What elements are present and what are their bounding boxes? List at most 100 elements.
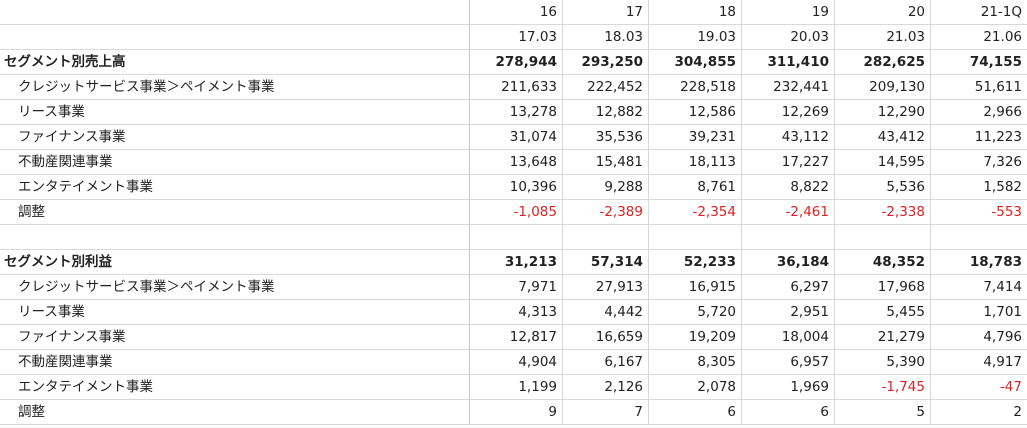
profit-value-cell[interactable]: 4,904 xyxy=(471,350,563,374)
sales-value-cell[interactable]: 10,396 xyxy=(471,175,563,199)
sales-value-cell[interactable]: 8,822 xyxy=(742,175,835,199)
sales-value-cell[interactable]: 12,586 xyxy=(649,100,742,124)
sales-value-cell[interactable]: 43,112 xyxy=(742,125,835,149)
profit-total-cell[interactable]: 31,213 xyxy=(471,250,563,274)
sales-value-cell[interactable]: 12,269 xyxy=(742,100,835,124)
profit-value-cell[interactable]: 4,313 xyxy=(471,300,563,324)
sales-segment-label[interactable]: ファイナンス事業 xyxy=(0,125,470,149)
header-period-cell[interactable]: 20.03 xyxy=(742,25,835,49)
profit-segment-label[interactable]: 調整 xyxy=(0,400,470,424)
sales-value-cell[interactable]: 39,231 xyxy=(649,125,742,149)
profit-value-cell[interactable]: 16,915 xyxy=(649,275,742,299)
profit-value-cell[interactable]: 17,968 xyxy=(835,275,931,299)
sales-value-cell[interactable]: 1,582 xyxy=(983,179,1022,195)
profit-value-cell[interactable]: 7 xyxy=(563,400,649,424)
profit-value-cell[interactable]: 6 xyxy=(649,400,742,424)
header-year-cell[interactable]: 20 xyxy=(835,0,931,24)
sales-value-cell[interactable]: 7,326 xyxy=(983,154,1022,170)
sales-value-cell[interactable]: -2,461 xyxy=(742,200,835,224)
profit-total-cell[interactable]: 36,184 xyxy=(742,250,835,274)
profit-value-cell[interactable]: -47 xyxy=(999,379,1022,395)
profit-value-cell[interactable]: 9 xyxy=(471,400,563,424)
profit-value-cell[interactable]: 5 xyxy=(835,400,931,424)
sales-value-cell[interactable]: 228,518 xyxy=(649,75,742,99)
header-period-cell[interactable]: 19.03 xyxy=(649,25,742,49)
profit-value-cell[interactable]: 16,659 xyxy=(563,325,649,349)
profit-value-cell[interactable]: 2,951 xyxy=(742,300,835,324)
profit-value-cell[interactable]: 2,126 xyxy=(563,375,649,399)
profit-segment-label[interactable]: エンタテイメント事業 xyxy=(0,375,470,399)
sales-value-cell[interactable]: 51,611 xyxy=(974,79,1022,95)
empty-cell[interactable] xyxy=(649,225,742,249)
sales-value-cell[interactable]: 13,278 xyxy=(471,100,563,124)
sales-value-cell[interactable]: 15,481 xyxy=(563,150,649,174)
profit-total-cell[interactable]: 18,783 xyxy=(969,254,1022,270)
sales-value-cell[interactable]: 31,074 xyxy=(471,125,563,149)
header-year-cell[interactable]: 18 xyxy=(649,0,742,24)
sales-value-cell[interactable]: -1,085 xyxy=(471,200,563,224)
empty-cell[interactable] xyxy=(471,225,563,249)
sales-value-cell[interactable]: 8,761 xyxy=(649,175,742,199)
profit-value-cell[interactable]: 7,971 xyxy=(471,275,563,299)
sales-value-cell[interactable]: 43,412 xyxy=(835,125,931,149)
sales-title[interactable]: セグメント別売上高 xyxy=(0,50,470,74)
sales-segment-label[interactable]: 不動産関連事業 xyxy=(0,150,470,174)
profit-value-cell[interactable]: 1,701 xyxy=(983,304,1022,320)
profit-segment-label[interactable]: リース事業 xyxy=(0,300,470,324)
profit-value-cell[interactable]: 4,917 xyxy=(983,354,1022,370)
header-year-cell[interactable]: 19 xyxy=(742,0,835,24)
sales-value-cell[interactable]: 11,223 xyxy=(974,129,1022,145)
sales-value-cell[interactable]: 9,288 xyxy=(563,175,649,199)
empty-cell[interactable] xyxy=(563,225,649,249)
sales-total-cell[interactable]: 282,625 xyxy=(835,50,931,74)
profit-value-cell[interactable]: 5,455 xyxy=(835,300,931,324)
empty-cell[interactable] xyxy=(931,225,1027,249)
profit-value-cell[interactable]: 27,913 xyxy=(563,275,649,299)
sales-value-cell[interactable]: -2,354 xyxy=(649,200,742,224)
profit-total-cell[interactable]: 48,352 xyxy=(835,250,931,274)
sales-value-cell[interactable]: 35,536 xyxy=(563,125,649,149)
profit-value-cell[interactable]: 6,297 xyxy=(742,275,835,299)
profit-value-cell[interactable]: 18,004 xyxy=(742,325,835,349)
empty-cell[interactable] xyxy=(742,225,835,249)
header-year-cell[interactable]: 17 xyxy=(563,0,649,24)
sales-value-cell[interactable]: -2,338 xyxy=(835,200,931,224)
sales-value-cell[interactable]: -553 xyxy=(991,204,1022,220)
profit-value-cell[interactable]: 7,414 xyxy=(983,279,1022,295)
empty-cell[interactable] xyxy=(835,225,931,249)
sales-value-cell[interactable]: 13,648 xyxy=(471,150,563,174)
header-period-cell[interactable]: 21.03 xyxy=(835,25,931,49)
profit-value-cell[interactable]: 2 xyxy=(1013,404,1022,420)
header-period-cell[interactable]: 21.06 xyxy=(983,29,1022,45)
empty-cell[interactable] xyxy=(0,225,470,249)
sales-value-cell[interactable]: 222,452 xyxy=(563,75,649,99)
header-label-cell[interactable] xyxy=(0,0,470,24)
profit-value-cell[interactable]: 12,817 xyxy=(471,325,563,349)
profit-value-cell[interactable]: 21,279 xyxy=(835,325,931,349)
sales-value-cell[interactable]: 14,595 xyxy=(835,150,931,174)
sales-value-cell[interactable]: 2,966 xyxy=(983,104,1022,120)
sales-value-cell[interactable]: -2,389 xyxy=(563,200,649,224)
header-year-cell[interactable]: 16 xyxy=(471,0,563,24)
sales-total-cell[interactable]: 278,944 xyxy=(471,50,563,74)
profit-value-cell[interactable]: 6 xyxy=(742,400,835,424)
sales-total-cell[interactable]: 311,410 xyxy=(742,50,835,74)
sales-segment-label[interactable]: クレジットサービス事業＞ペイメント事業 xyxy=(0,75,470,99)
sales-value-cell[interactable]: 5,536 xyxy=(835,175,931,199)
header-year-cell[interactable]: 21-1Q xyxy=(980,4,1022,20)
sales-value-cell[interactable]: 209,130 xyxy=(835,75,931,99)
sales-value-cell[interactable]: 12,882 xyxy=(563,100,649,124)
header-period-cell[interactable]: 18.03 xyxy=(563,25,649,49)
profit-value-cell[interactable]: -1,745 xyxy=(835,375,931,399)
sales-value-cell[interactable]: 17,227 xyxy=(742,150,835,174)
header-period-cell[interactable]: 17.03 xyxy=(471,25,563,49)
sales-segment-label[interactable]: エンタテイメント事業 xyxy=(0,175,470,199)
profit-segment-label[interactable]: ファイナンス事業 xyxy=(0,325,470,349)
profit-value-cell[interactable]: 4,442 xyxy=(563,300,649,324)
profit-value-cell[interactable]: 2,078 xyxy=(649,375,742,399)
sales-total-cell[interactable]: 74,155 xyxy=(969,54,1022,70)
sales-segment-label[interactable]: 調整 xyxy=(0,200,470,224)
profit-value-cell[interactable]: 5,720 xyxy=(649,300,742,324)
profit-value-cell[interactable]: 1,199 xyxy=(471,375,563,399)
profit-title[interactable]: セグメント別利益 xyxy=(0,250,470,274)
